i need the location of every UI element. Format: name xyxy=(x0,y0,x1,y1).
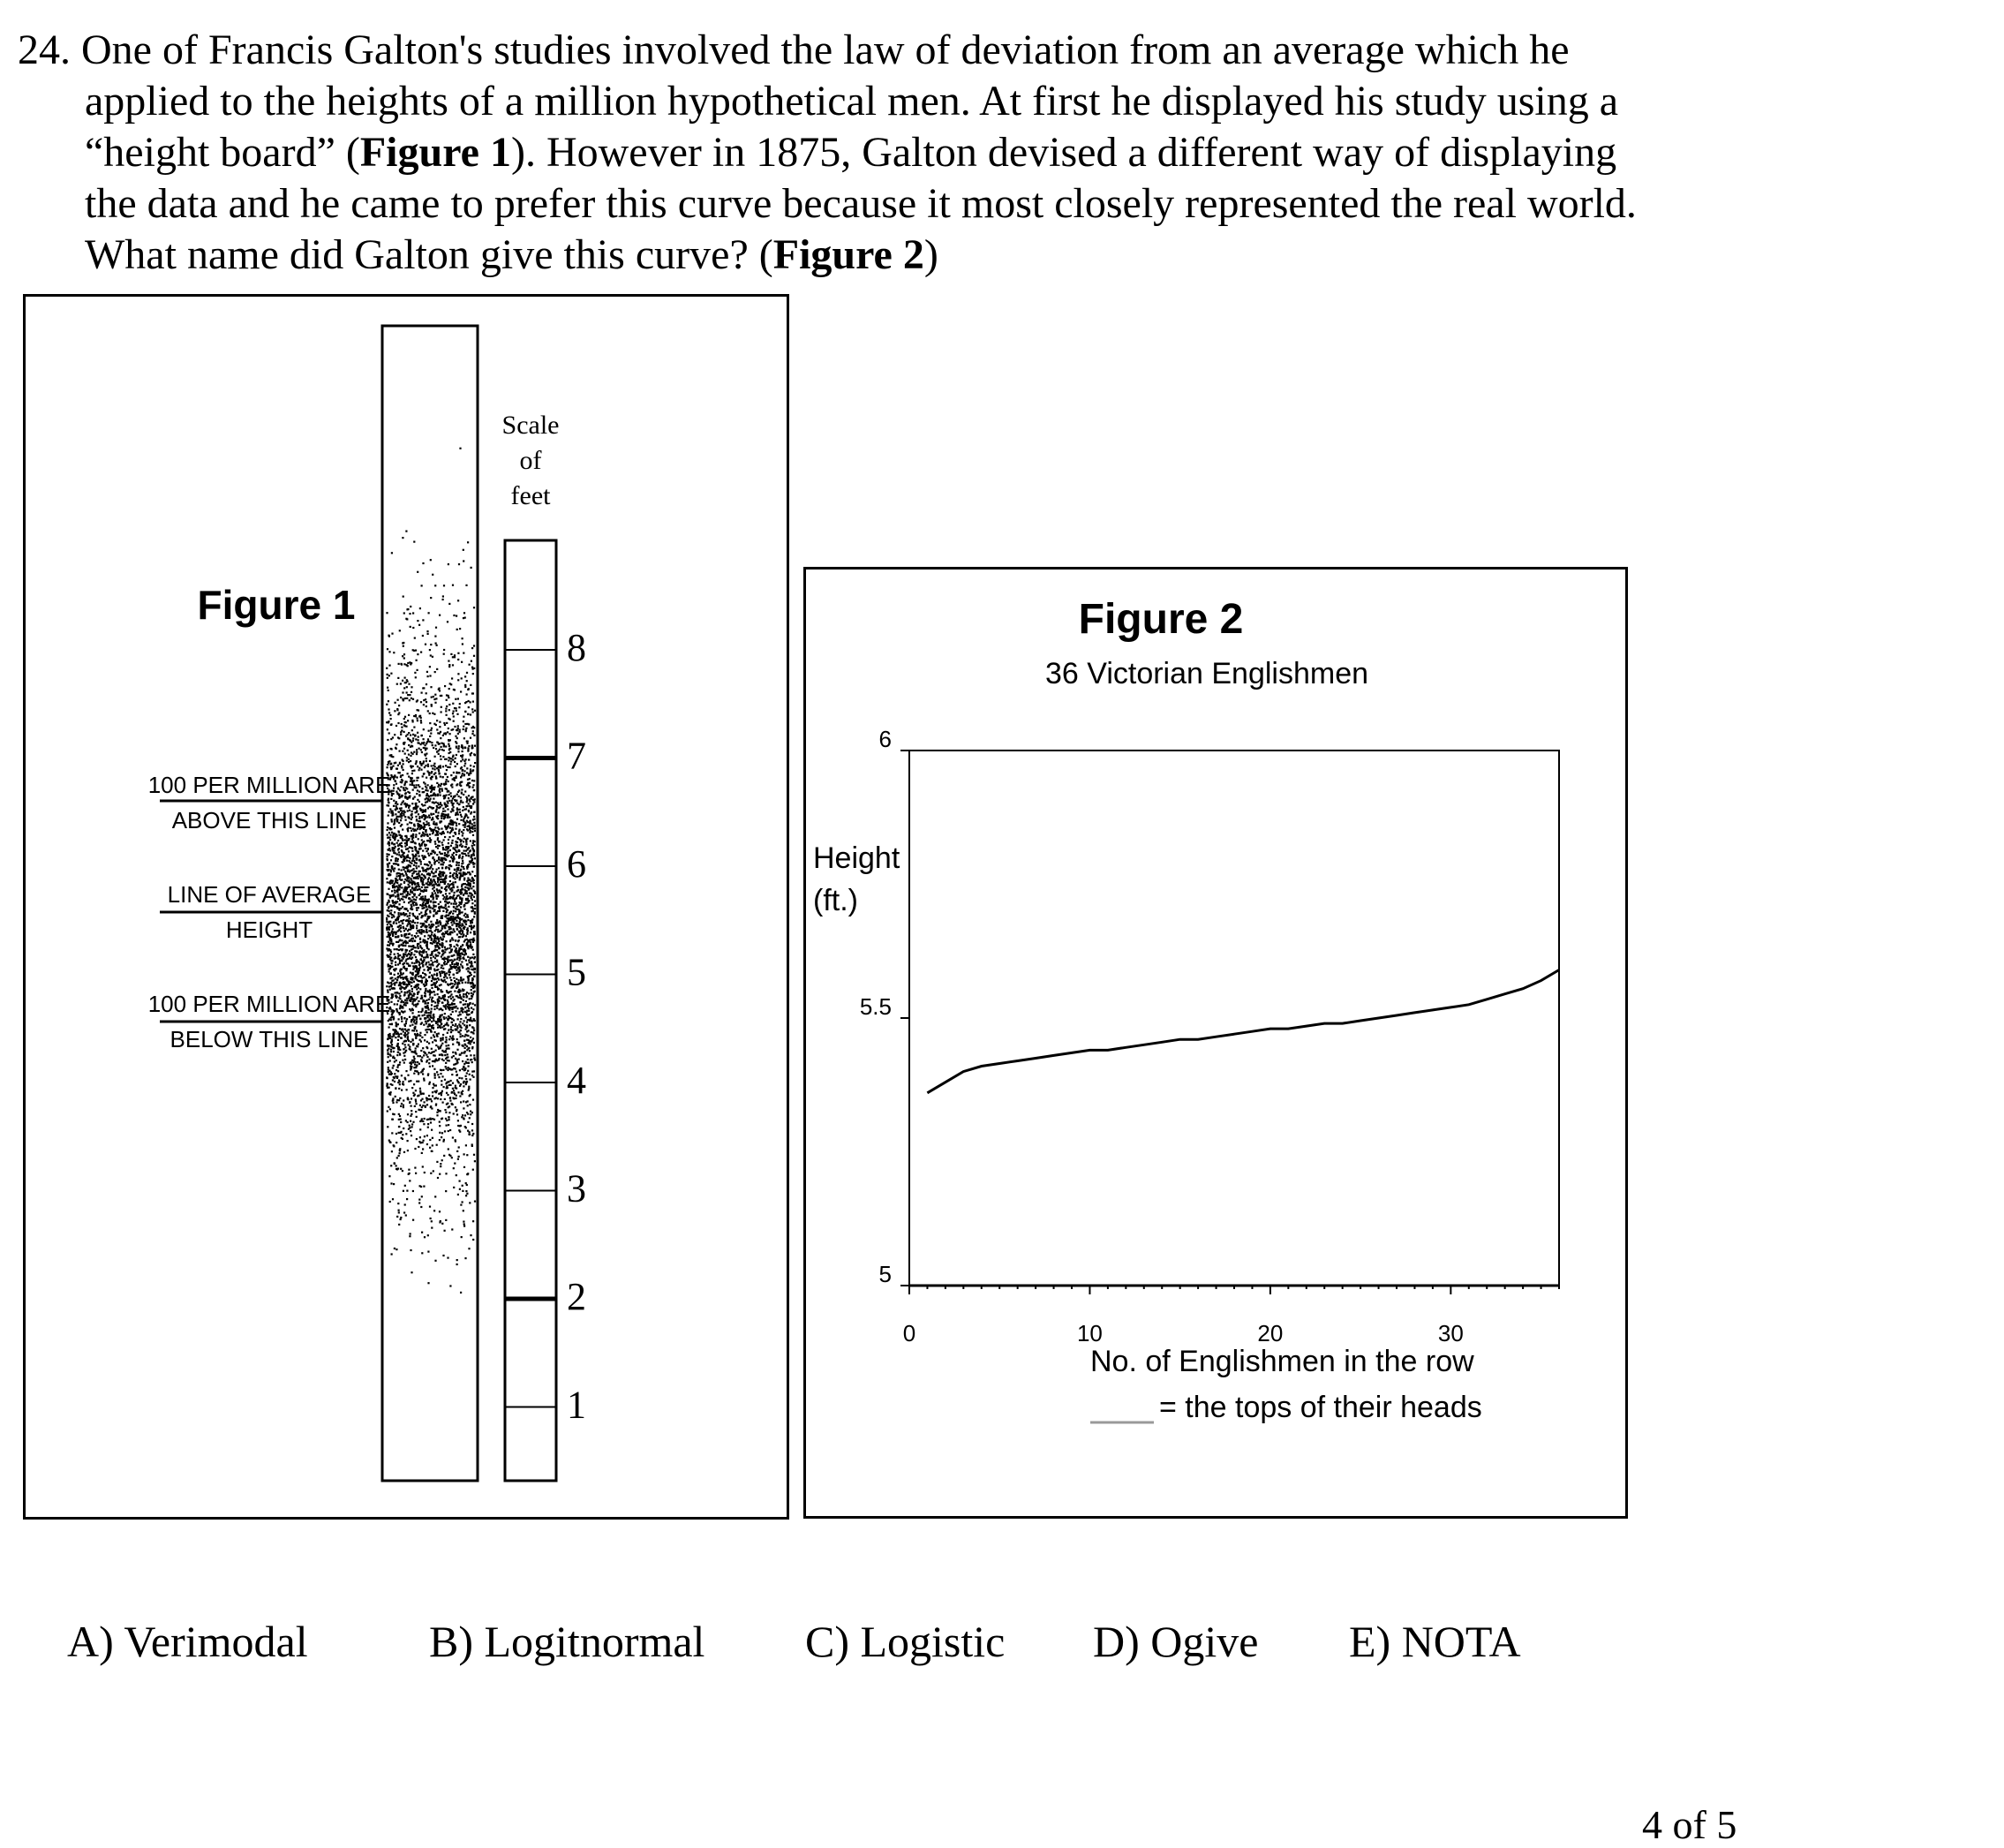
answer-choices: A) Verimodal B) Logitnormal C) Logistic … xyxy=(0,1616,2004,1678)
label-below-1: 100 PER MILLION ARE xyxy=(148,991,391,1017)
y-tick-label: 5 xyxy=(879,1261,892,1287)
scale-tick-label: 3 xyxy=(567,1167,586,1211)
figure-2-title: Figure 2 xyxy=(1079,596,1244,643)
figure-2-svg: Figure 2 36 Victorian Englishmen Height … xyxy=(806,569,1625,1516)
scale-label-1: Scale xyxy=(502,411,560,440)
scale-tick-label: 8 xyxy=(567,626,586,669)
choice-a[interactable]: A) Verimodal xyxy=(67,1616,308,1667)
legend-label: = the tops of their heads xyxy=(1159,1391,1482,1424)
x-tick-label: 0 xyxy=(903,1320,915,1346)
label-below-2: BELOW THIS LINE xyxy=(170,1026,369,1052)
page-number: 4 of 5 xyxy=(1642,1801,1737,1848)
question-line-4: the data and he came to prefer this curv… xyxy=(18,178,1783,230)
label-average-2: HEIGHT xyxy=(226,916,313,943)
choice-b[interactable]: B) Logitnormal xyxy=(429,1616,704,1667)
scale-label-3: feet xyxy=(511,481,552,510)
choice-d[interactable]: D) Ogive xyxy=(1093,1616,1258,1667)
question-line-5: What name did Galton give this curve? (F… xyxy=(18,230,1783,281)
question-line-1: 24. One of Francis Galton's studies invo… xyxy=(18,25,1783,76)
question-line-3: “height board” (Figure 1). However in 18… xyxy=(18,127,1783,178)
scale-tick-label: 2 xyxy=(567,1275,586,1318)
label-average-1: LINE OF AVERAGE xyxy=(168,881,372,908)
series-line xyxy=(927,970,1559,1093)
y-axis-label-1: Height xyxy=(813,841,900,875)
y-tick-label: 5.5 xyxy=(860,993,892,1020)
choice-e[interactable]: E) NOTA xyxy=(1349,1616,1521,1667)
scale-tick-label: 7 xyxy=(567,735,586,778)
figure-1-svg: Figure 1 Scale of feet 8 7 6 5 4 3 2 1 100 PER … xyxy=(26,297,787,1517)
x-tick-label: 30 xyxy=(1438,1320,1464,1346)
figure-1-title: Figure 1 xyxy=(198,582,356,628)
scale-label-2: of xyxy=(520,446,542,475)
scale-tick-label: 1 xyxy=(567,1384,586,1427)
scale-tick-label: 5 xyxy=(567,951,586,994)
figure-1: Figure 1 Scale of feet 8 7 6 5 4 3 2 1 100 PER … xyxy=(23,294,789,1520)
scale-tick-label: 4 xyxy=(567,1059,586,1102)
x-tick-label: 10 xyxy=(1077,1320,1103,1346)
axes: 0 10 20 30 6 5.5 5 xyxy=(860,726,1559,1346)
x-tick-label: 20 xyxy=(1257,1320,1283,1346)
height-dots xyxy=(386,448,476,1294)
scale-tick-label: 6 xyxy=(567,842,586,886)
question-text: 24. One of Francis Galton's studies invo… xyxy=(18,25,1783,281)
label-above-1: 100 PER MILLION ARE xyxy=(148,772,391,798)
choice-c[interactable]: C) Logistic xyxy=(805,1616,1005,1667)
question-number: 24. xyxy=(18,26,71,73)
x-axis-label: No. of Englishmen in the row xyxy=(1090,1345,1474,1378)
question-line-2: applied to the heights of a million hypo… xyxy=(18,76,1783,127)
figure-2: Figure 2 36 Victorian Englishmen Height … xyxy=(803,567,1628,1519)
y-tick-label: 6 xyxy=(879,726,892,752)
y-axis-label-2: (ft.) xyxy=(813,884,858,917)
scale-ticks: 8 7 6 5 4 3 2 1 xyxy=(505,626,586,1427)
plot-area xyxy=(909,751,1559,1286)
figure-2-subtitle: 36 Victorian Englishmen xyxy=(1045,657,1368,690)
scale-bar xyxy=(505,540,556,1481)
label-above-2: ABOVE THIS LINE xyxy=(172,807,367,833)
